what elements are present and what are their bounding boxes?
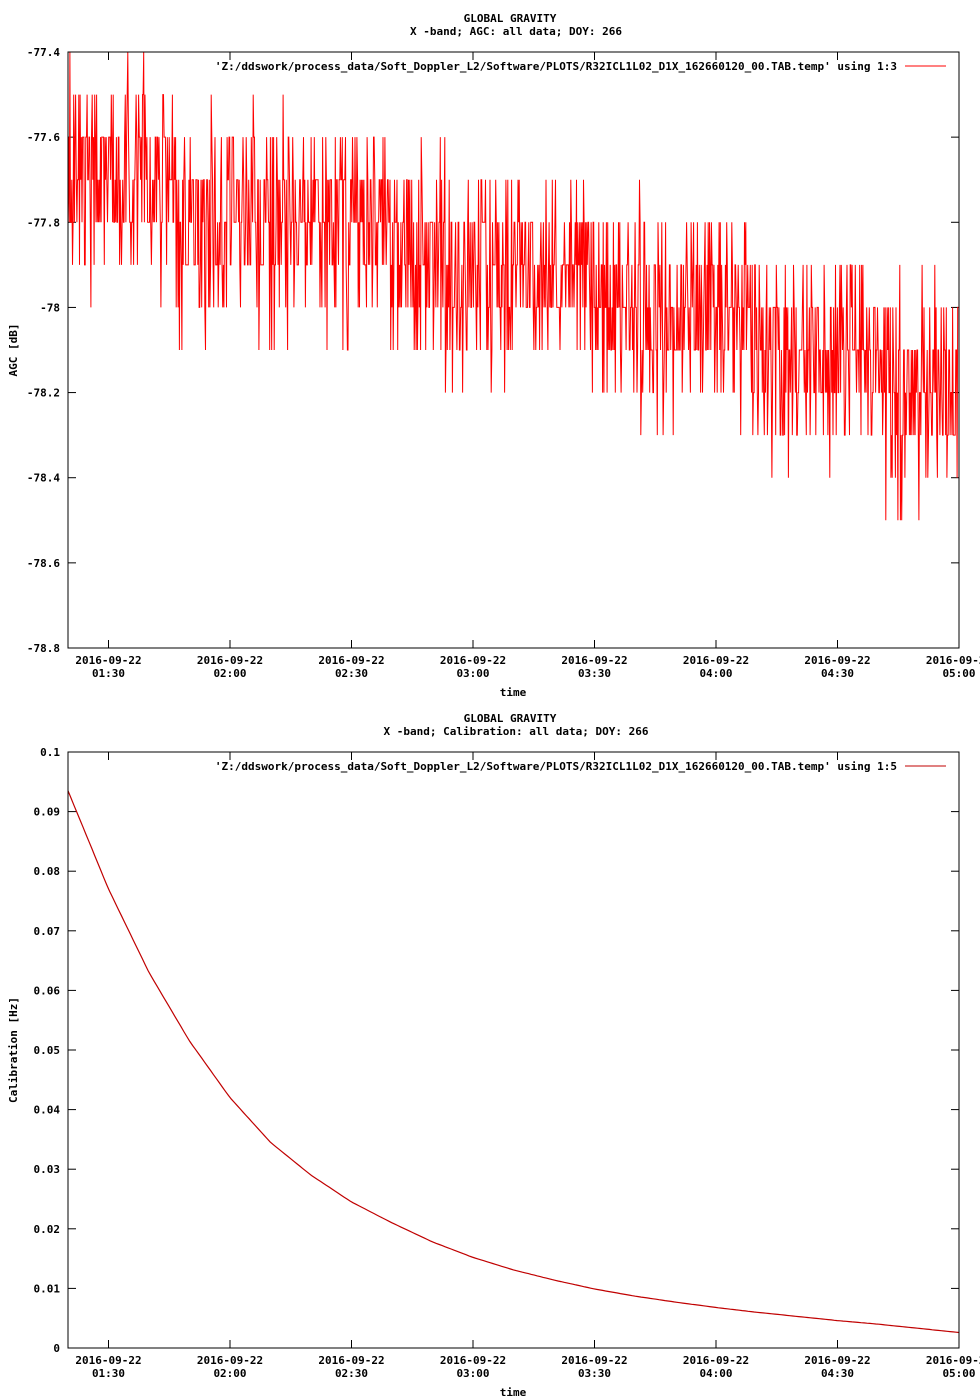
chart-subtitle: X -band; Calibration: all data; DOY: 266	[384, 725, 649, 738]
x-tick-time: 03:00	[456, 667, 489, 680]
x-ticks: 2016-09-2201:302016-09-2202:002016-09-22…	[75, 752, 980, 1380]
agc-chart: GLOBAL GRAVITY X -band; AGC: all data; D…	[7, 12, 980, 699]
y-tick-label: 0.05	[34, 1044, 61, 1057]
y-tick-label: -77.8	[27, 216, 60, 229]
x-tick-date: 2016-09-22	[926, 654, 980, 667]
x-tick-time: 03:30	[578, 667, 611, 680]
calibration-chart: GLOBAL GRAVITY X -band; Calibration: all…	[7, 712, 980, 1399]
x-tick-date: 2016-09-22	[75, 654, 141, 667]
x-axis-label: time	[500, 686, 527, 699]
x-tick-date: 2016-09-22	[683, 654, 749, 667]
x-axis-label: time	[500, 1386, 527, 1399]
y-ticks: 0.1 0.09 0.08 0.07 0.06 0.05 0.04 0.03 0.02 0.01 0	[34, 746, 959, 1355]
y-tick-label: 0.07	[34, 925, 61, 938]
x-tick-time: 01:30	[92, 667, 125, 680]
x-tick-date: 2016-09-22	[197, 654, 263, 667]
plot-frame	[67, 51, 960, 649]
x-tick-time: 05:00	[942, 1367, 975, 1380]
y-tick-label: 0	[53, 1342, 60, 1355]
x-tick-time: 02:00	[213, 1367, 246, 1380]
x-ticks: 2016-09-2201:302016-09-2202:002016-09-22…	[75, 52, 980, 680]
y-tick-label: 0.08	[34, 865, 61, 878]
x-tick-date: 2016-09-22	[683, 1354, 749, 1367]
y-tick-label: 0.04	[34, 1104, 61, 1117]
x-tick-date: 2016-09-22	[804, 654, 870, 667]
y-tick-label: 0.09	[34, 806, 61, 819]
y-tick-label: -78.6	[27, 557, 60, 570]
x-tick-time: 01:30	[92, 1367, 125, 1380]
x-tick-time: 04:30	[821, 1367, 854, 1380]
x-tick-time: 03:30	[578, 1367, 611, 1380]
chart-subtitle: X -band; AGC: all data; DOY: 266	[410, 25, 622, 38]
x-tick-date: 2016-09-22	[561, 1354, 627, 1367]
legend-label: 'Z:/ddswork/process_data/Soft_Doppler_L2…	[215, 60, 897, 73]
x-tick-date: 2016-09-22	[440, 654, 506, 667]
y-tick-label: 0.02	[34, 1223, 61, 1236]
x-tick-date: 2016-09-22	[561, 654, 627, 667]
x-tick-date: 2016-09-22	[75, 1354, 141, 1367]
x-tick-date: 2016-09-22	[197, 1354, 263, 1367]
x-tick-date: 2016-09-22	[440, 1354, 506, 1367]
x-tick-date: 2016-09-22	[926, 1354, 980, 1367]
y-axis-label: Calibration [Hz]	[7, 997, 20, 1103]
x-tick-time: 04:00	[699, 1367, 732, 1380]
agc-series-line	[67, 51, 959, 521]
y-axis-label: AGC [dB]	[7, 324, 20, 377]
calibration-series-line	[67, 790, 960, 1334]
x-tick-date: 2016-09-22	[318, 1354, 384, 1367]
y-tick-label: -77.6	[27, 131, 60, 144]
x-tick-date: 2016-09-22	[804, 1354, 870, 1367]
chart-title: GLOBAL GRAVITY	[464, 712, 557, 725]
y-tick-label: 0.06	[34, 984, 61, 997]
x-tick-time: 02:00	[213, 667, 246, 680]
x-tick-date: 2016-09-22	[318, 654, 384, 667]
y-tick-label: -78	[40, 301, 60, 314]
y-tick-label: 0.01	[34, 1282, 61, 1295]
y-tick-label: -78.4	[27, 472, 60, 485]
x-tick-time: 05:00	[942, 667, 975, 680]
legend-label: 'Z:/ddswork/process_data/Soft_Doppler_L2…	[215, 760, 897, 773]
chart-title: GLOBAL GRAVITY	[464, 12, 557, 25]
x-tick-time: 04:30	[821, 667, 854, 680]
plot-frame	[67, 751, 960, 1349]
y-tick-label: -77.4	[27, 46, 60, 59]
y-tick-label: 0.1	[40, 746, 60, 759]
y-tick-label: 0.03	[34, 1163, 61, 1176]
y-ticks: -77.4 -77.6 -77.8 -78 -78.2 -78.4 -78.6 -78.8	[27, 46, 959, 655]
x-tick-time: 02:30	[335, 1367, 368, 1380]
x-tick-time: 02:30	[335, 667, 368, 680]
y-tick-label: -78.2	[27, 387, 60, 400]
x-tick-time: 04:00	[699, 667, 732, 680]
x-tick-time: 03:00	[456, 1367, 489, 1380]
y-tick-label: -78.8	[27, 642, 60, 655]
